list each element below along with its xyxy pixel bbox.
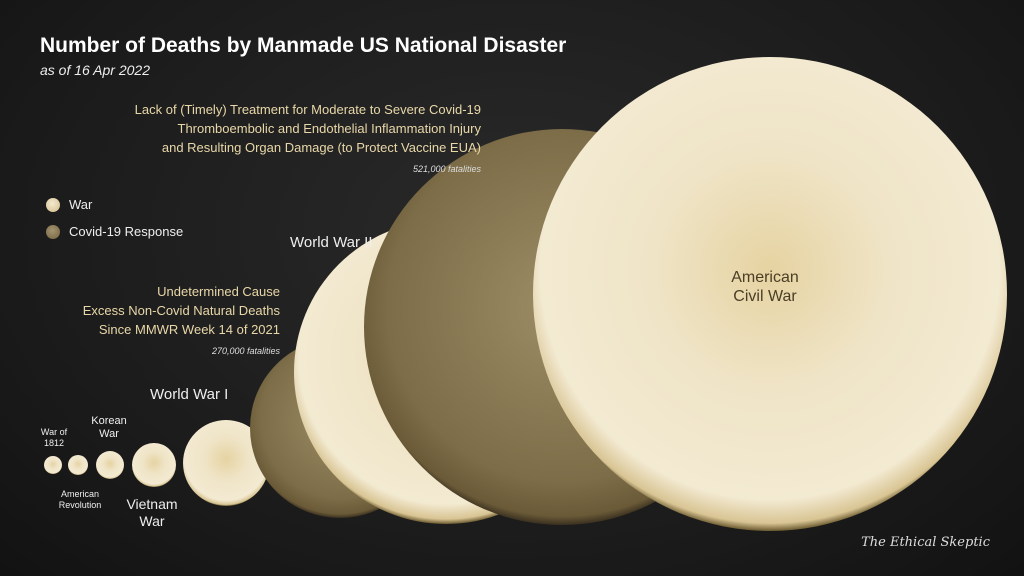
- label-world-war-i: World War I: [150, 386, 229, 403]
- legend-label: Covid-19 Response: [69, 224, 184, 239]
- chart-subtitle: as of 16 Apr 2022: [40, 62, 151, 78]
- annotation-line: Lack of (Timely) Treatment for Moderate …: [134, 102, 481, 117]
- fatalities-label: 521,000 fatalities: [412, 164, 481, 174]
- annotation-line: Since MMWR Week 14 of 2021: [98, 322, 280, 337]
- legend-swatch: [46, 224, 60, 239]
- legend-item-covid: Covid-19 Response: [46, 224, 183, 239]
- annotation-line: and Resulting Organ Damage (to Protect V…: [161, 140, 481, 155]
- bubble-vietnam-war: [132, 443, 176, 487]
- label-world-war-ii: World War II: [290, 234, 373, 251]
- bubble-world-war-i: [183, 420, 269, 506]
- annotation-covid-treatment: Lack of (Timely) Treatment for Moderate …: [135, 100, 481, 157]
- bubble-american-revolution: [68, 455, 88, 475]
- label-american-civil-war: American Civil War: [731, 269, 799, 306]
- legend-label: War: [69, 197, 93, 212]
- bubble-korean-war: [96, 451, 124, 479]
- chart-title: Number of Deaths by Manmade US National …: [40, 34, 567, 57]
- annotation-line: Thromboembolic and Endothelial Inflammat…: [177, 121, 482, 136]
- signature-logo: The Ethical Skeptic: [861, 535, 990, 550]
- annotation-line: Undetermined Cause: [157, 284, 280, 299]
- bubble-american-civil-war: [533, 57, 1007, 531]
- label-war-of-1812: War of 1812: [40, 427, 68, 448]
- bubble-war-of-1812: [44, 456, 62, 474]
- annotation-undetermined: Undetermined Cause Excess Non-Covid Natu…: [83, 282, 280, 339]
- label-korean-war: Korean War: [91, 415, 127, 441]
- label-vietnam-war: Vietnam War: [126, 496, 178, 529]
- label-american-revolution: American Revolution: [58, 489, 102, 510]
- fatalities-label: 270,000 fatalities: [211, 346, 280, 356]
- legend-item-war: War: [46, 197, 92, 212]
- legend-swatch: [46, 197, 60, 212]
- annotation-line: Excess Non-Covid Natural Deaths: [82, 303, 280, 318]
